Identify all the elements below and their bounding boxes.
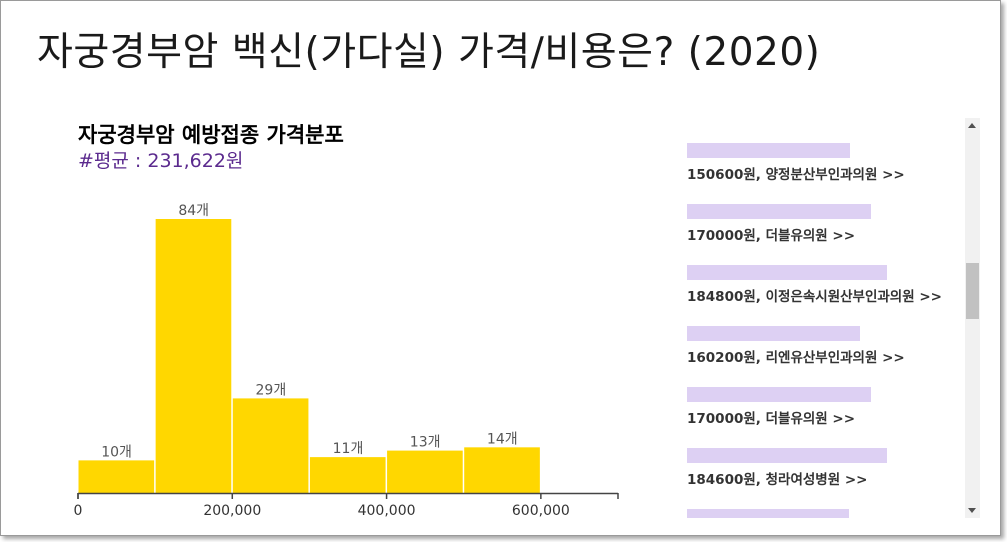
price-list-item[interactable]: 160200원, 리엔유산부인과의원 >> [687,301,965,366]
page-title: 자궁경부암 백신(가다실) 가격/비용은? (2020) [37,30,821,75]
x-tick-label: 200,000 [203,503,261,519]
chart-average-subtitle: #평균 : 231,622원 [78,150,244,172]
bar-count-label: 29개 [256,382,287,398]
bar-count-label: 13개 [410,435,441,451]
price-bar [687,326,860,341]
x-tick-label: 400,000 [358,503,416,519]
histogram-bar [155,219,232,493]
bar-count-label: 10개 [101,444,132,460]
price-bar [687,509,849,518]
clinic-price-link[interactable]: 184800원, 이정은속시원산부인과의원 >> [687,289,942,305]
clinic-price-link[interactable]: 170000원, 더블유의원 >> [687,411,856,427]
price-list-item[interactable] [687,484,965,518]
histogram-bar [464,447,540,493]
price-bar [687,204,871,219]
bar-count-label: 84개 [178,203,209,219]
histogram-bar [78,460,155,493]
price-list-scrollbar[interactable] [965,118,980,518]
price-bar [687,143,850,158]
price-list-item[interactable]: 150600원, 양정분산부인과의원 >> [687,118,965,183]
price-bar [687,448,887,463]
scroll-down-arrow-icon[interactable] [968,508,976,513]
x-tick-label: 0 [74,503,83,519]
price-list-item[interactable]: 184800원, 이정은속시원산부인과의원 >> [687,240,965,305]
price-list-item[interactable]: 170000원, 더블유의원 >> [687,179,965,244]
price-bar [687,265,887,280]
price-histogram: 10개 84개 29개 11개 13개 14개 0 200,000 400,000 600,000 [74,203,619,519]
bar-count-label: 11개 [333,441,364,457]
scroll-thumb[interactable] [966,263,979,319]
clinic-price-link[interactable]: 160200원, 리엔유산부인과의원 >> [687,350,905,366]
histogram-bar [387,450,463,493]
price-list-item[interactable]: 184600원, 청라여성병원 >> [687,423,965,488]
clinic-price-link[interactable]: 170000원, 더블유의원 >> [687,228,856,244]
scroll-up-arrow-icon[interactable] [968,123,976,128]
bar-count-label: 14개 [487,431,518,447]
clinic-price-link[interactable]: 150600원, 양정분산부인과의원 >> [687,167,905,183]
price-list-item[interactable]: 170000원, 더블유의원 >> [687,362,965,427]
chart-title: 자궁경부암 예방접종 가격분포 [78,123,344,147]
histogram-bar [232,398,309,493]
price-list[interactable]: 150600원, 양정분산부인과의원 >> 170000원, 더블유의원 >> 18… [687,118,965,518]
x-tick-label: 600,000 [512,503,570,519]
price-bar [687,387,871,402]
histogram-bar [309,457,386,493]
clinic-price-link[interactable]: 184600원, 청라여성병원 >> [687,472,868,488]
